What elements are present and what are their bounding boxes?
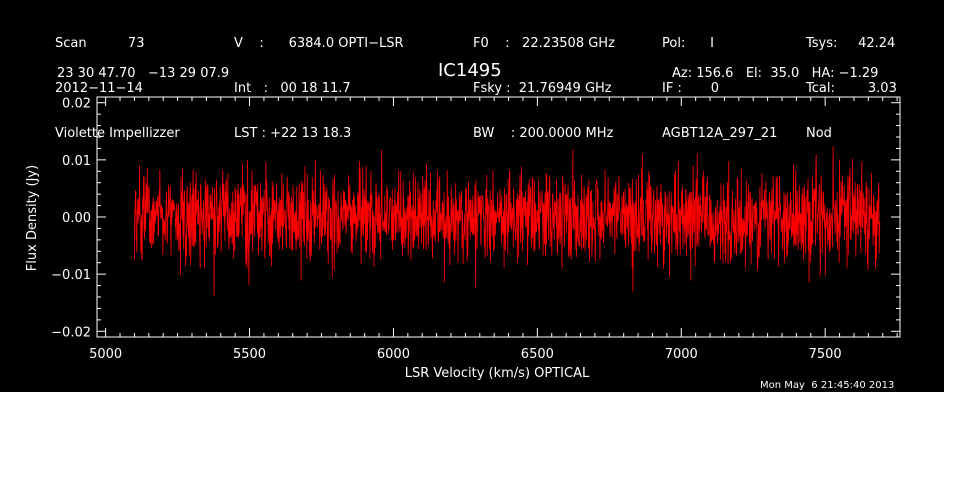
tcal-line: Tcal: 3.03 — [806, 81, 897, 96]
header-col-pol: Pol: I IF : 0 AGBT12A_297_21 — [662, 6, 777, 171]
x-tick-label: 5500 — [233, 347, 266, 362]
axes: 5000 5500 6000 6500 7000 7500 −0.02 −0.01 0.00 0.… — [51, 96, 901, 362]
observer-line: Violette Impellizzer — [55, 126, 180, 141]
timestamp: Mon May 6 21:45:40 2013 — [760, 380, 895, 391]
header-col-scan: Scan 73 2012−11−14 Violette Impellizzer — [55, 6, 180, 171]
tsys-line: Tsys: 42.24 — [806, 36, 896, 51]
f0-line: F0 : 22.23508 GHz — [473, 36, 615, 51]
spectrum-chart: 5000 5500 6000 6500 7000 7500 −0.02 −0.01 0.00 0.… — [25, 96, 901, 381]
integration-line: Int : 00 18 11.7 — [234, 81, 351, 96]
header-col-velocity: V : 6384.0 OPTI−LSR Int : 00 18 11.7 LST… — [234, 6, 403, 171]
coordinates-text: 23 30 47.70 −13 29 07.9 — [57, 66, 230, 81]
x-tick-label: 6500 — [521, 347, 554, 362]
date-line: 2012−11−14 — [55, 81, 143, 96]
pointing-text: Az: 156.6 El: 35.0 HA: −1.29 — [672, 66, 879, 81]
bw-line: BW : 200.0000 MHz — [473, 126, 614, 141]
procedure-line: Nod — [806, 126, 832, 141]
y-tick-label: −0.01 — [51, 268, 91, 283]
y-tick-label: 0.01 — [62, 154, 91, 169]
y-tick-label: 0.02 — [62, 97, 91, 112]
y-tick-label: −0.02 — [51, 325, 91, 340]
scan-line: Scan 73 — [55, 36, 145, 51]
x-tick-label: 7500 — [809, 347, 842, 362]
y-axis-label: Flux Density (Jy) — [25, 165, 40, 271]
x-axis-label: LSR Velocity (km/s) OPTICAL — [405, 366, 590, 381]
x-tick-label: 6000 — [377, 347, 410, 362]
lst-line: LST : +22 13 18.3 — [234, 126, 352, 141]
header-col-frequency: F0 : 22.23508 GHz Fsky : 21.76949 GHz BW… — [473, 6, 615, 171]
header-col-tsys: Tsys: 42.24 Tcal: 3.03 Nod — [806, 6, 897, 171]
x-tick-label: 5000 — [89, 347, 122, 362]
plot-panel: Scan 73 2012−11−14 Violette Impellizzer … — [0, 0, 944, 392]
fsky-line: Fsky : 21.76949 GHz — [473, 81, 612, 96]
spectrum-trace — [134, 146, 881, 297]
velocity-line: V : 6384.0 OPTI−LSR — [234, 36, 404, 51]
if-line: IF : 0 — [662, 81, 720, 96]
project-line: AGBT12A_297_21 — [662, 126, 778, 141]
x-tick-label: 7000 — [665, 347, 698, 362]
source-title: IC1495 — [438, 60, 502, 81]
plot-content — [134, 146, 881, 297]
pol-line: Pol: I — [662, 36, 714, 51]
y-tick-label: 0.00 — [62, 211, 91, 226]
